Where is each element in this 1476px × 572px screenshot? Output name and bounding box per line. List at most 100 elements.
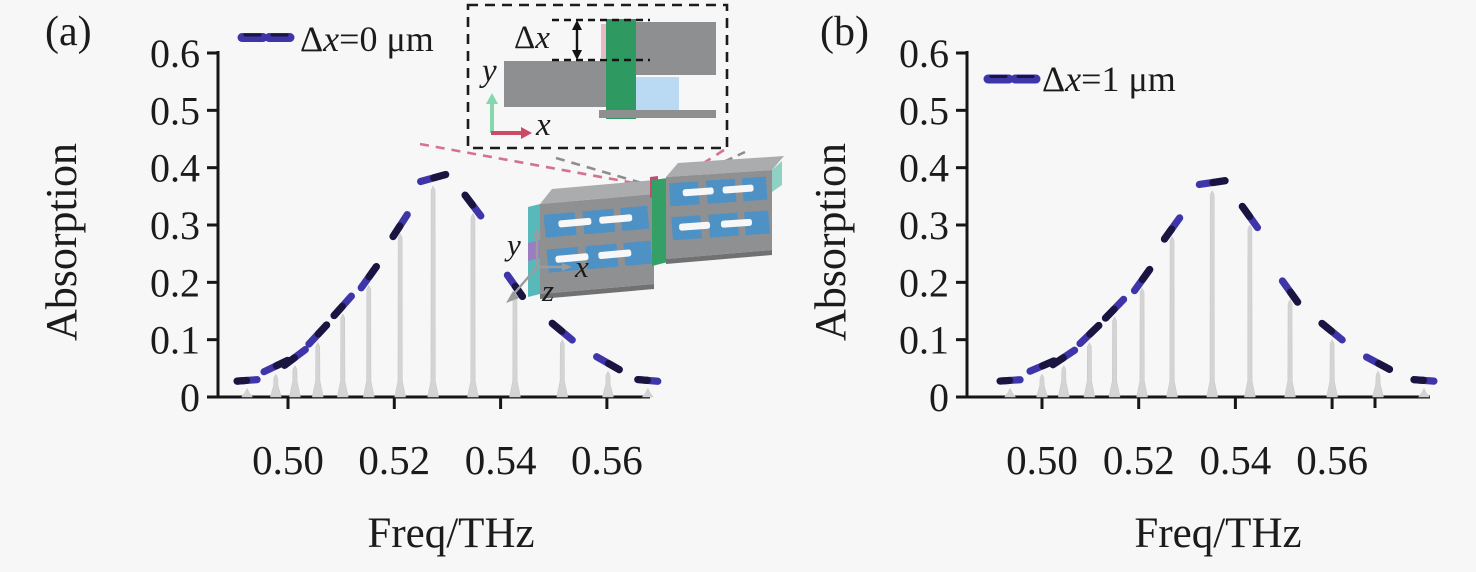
left-slab-bottom-edge	[540, 284, 654, 299]
comb-spike	[1326, 339, 1338, 398]
envelope-dash-shade	[1049, 354, 1067, 369]
metal-bar	[599, 214, 633, 224]
absorption-plot-b: 0 0.1 0.2 0.3 0.4 0.5 0.6 0.50 0.52 0.54 0.56	[899, 31, 1438, 483]
comb-spike	[1036, 373, 1048, 398]
inset-x-axis-label: x	[535, 107, 551, 143]
device-z-axis-arrow	[511, 266, 538, 297]
comb-spike	[467, 212, 479, 398]
envelope-dash-shade	[1209, 177, 1229, 187]
envelope-dash-shade	[1086, 321, 1103, 338]
inset-unit-cell: Δx y x	[466, 3, 729, 150]
comb-spike	[1284, 298, 1296, 398]
comb-spike	[1004, 387, 1017, 398]
comb-spike	[1206, 190, 1218, 398]
envelope-dash-shade	[1286, 288, 1302, 306]
device-y-axis-label: y	[504, 227, 521, 262]
leader-line-pink-left	[419, 142, 646, 187]
envelope-dash-shade	[314, 321, 331, 338]
delta-x-arrowhead-up-icon	[572, 20, 582, 30]
comb-spike	[1108, 316, 1121, 398]
y-tick-label: 0.3	[150, 203, 200, 248]
x-tick-label: 0.54	[1200, 437, 1272, 483]
y-tick-label: 0.3	[899, 203, 949, 248]
y-axis-label-a: Absorption	[37, 143, 86, 341]
device-y-arrowhead-icon	[533, 228, 541, 238]
comb-spike	[1417, 387, 1430, 398]
x-axis-label-a: Freq/THz	[367, 510, 534, 557]
envelope-dash-shade	[548, 319, 566, 335]
envelope-dash-shade	[1410, 376, 1428, 384]
inset-bottom-gray-bar	[599, 110, 716, 118]
inset-top-right-gray-slab	[636, 22, 716, 75]
comb-spike	[289, 364, 301, 398]
y-tick-label: 0.1	[150, 318, 200, 363]
envelope-dash-shade	[365, 263, 380, 281]
comb-spike	[509, 293, 521, 398]
device-z-arrowhead-icon	[506, 291, 519, 303]
comb-spike	[1057, 364, 1070, 398]
envelope-dash-shade	[1138, 265, 1154, 284]
blue-patch	[705, 178, 737, 204]
inset-delta-x-label: Δx	[514, 20, 550, 56]
comb-spike	[556, 339, 569, 398]
envelope-dash-shade	[511, 282, 527, 301]
x-tick-label: 0.52	[1103, 437, 1175, 483]
device-z-axis-label: z	[541, 273, 554, 308]
envelope-dash-shade	[330, 302, 346, 320]
delta-x-arrowhead-down-icon	[572, 50, 582, 60]
envelope-dash-shade	[389, 222, 404, 241]
metal-bar	[722, 184, 754, 194]
x-tick-label: 0.52	[358, 437, 430, 483]
inset-pink-sliver	[601, 24, 607, 58]
metal-bar	[558, 217, 592, 228]
inset-y-axis-label: y	[479, 53, 497, 89]
y-tick-label: 0.6	[150, 31, 200, 76]
axes-frame	[965, 51, 1430, 399]
x-axis-label-b: Freq/THz	[1134, 510, 1301, 557]
leader-line-gray-left	[555, 156, 653, 188]
x-tick-label: 0.50	[252, 437, 324, 483]
inset-left-gray-slab	[504, 61, 608, 107]
envelope-dash-shade	[233, 376, 251, 385]
right-slab-bottom-edge	[666, 250, 772, 264]
x-tick-label: 0.54	[465, 437, 537, 483]
comb-spike	[362, 284, 375, 398]
y-tick-label: 0	[180, 375, 200, 420]
x-tick-label: 0.50	[1006, 437, 1078, 483]
comb-spike	[269, 373, 282, 398]
y-axis-label-b: Absorption	[806, 143, 855, 341]
comb-spike	[1372, 370, 1384, 398]
envelope-dash-shade	[604, 359, 623, 374]
panel-b-label: (b)	[820, 9, 869, 55]
x-tick-label: 0.56	[1296, 437, 1368, 483]
envelope-dash-shade	[1101, 305, 1118, 322]
y-tick-label: 0.2	[899, 260, 949, 305]
metal-bar	[555, 253, 589, 263]
y-tick-label: 0.4	[899, 146, 949, 191]
y-tick-label: 0.5	[899, 88, 949, 133]
comb-spike	[427, 185, 439, 398]
device-x-arrowhead-icon	[562, 263, 572, 271]
comb-spike	[311, 341, 324, 398]
left-slab-resonator-array	[543, 205, 653, 273]
device-green-strip	[652, 178, 668, 266]
right-slab-top-face	[666, 156, 784, 177]
blue-patch	[582, 208, 616, 235]
comb-spike	[394, 233, 406, 398]
y-tick-label: 0.2	[150, 260, 200, 305]
blue-patch	[623, 240, 653, 266]
x-tick-label: 0.56	[571, 437, 643, 483]
right-slab-end-teal	[772, 161, 782, 192]
envelope-dash-shade	[461, 191, 477, 209]
comb-spike	[602, 370, 614, 398]
right-slab-resonator-array	[669, 176, 770, 241]
comb-spike	[241, 387, 254, 398]
envelope-dash-shade	[634, 375, 651, 384]
metal-bar	[598, 249, 632, 259]
blue-patch	[741, 176, 768, 202]
envelope-dash-shade	[280, 354, 298, 369]
y-tick-label: 0	[929, 375, 949, 420]
comb-spike	[1244, 224, 1256, 398]
inset-x-arrowhead-icon	[521, 127, 532, 139]
